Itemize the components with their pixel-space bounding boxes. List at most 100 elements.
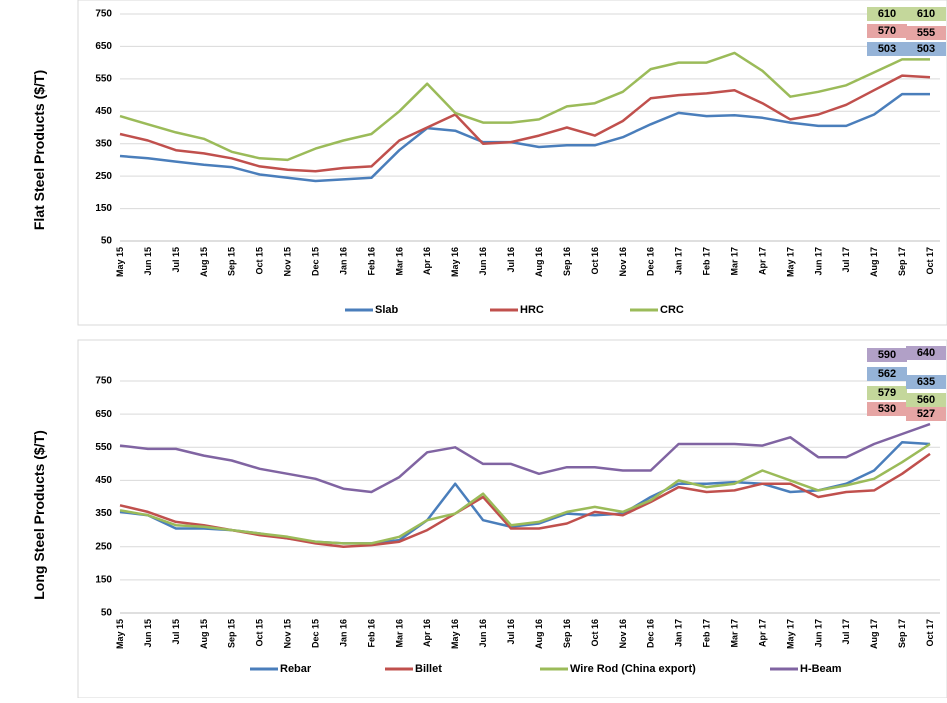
x-tick-label: May 16 <box>450 619 460 649</box>
annotation-label: 640 <box>917 347 935 359</box>
x-tick-label: Mar 17 <box>729 619 739 648</box>
series-line <box>119 92 930 183</box>
x-tick-label: Aug 15 <box>199 247 209 277</box>
chart-panel: Flat Steel Products ($/T) 50 150 250 350 450 5… <box>31 0 947 326</box>
x-tick-label: Nov 15 <box>283 247 293 277</box>
y-tick-label: 50 <box>101 236 113 247</box>
x-tick-label: Jun 17 <box>813 619 823 648</box>
x-tick-label: Dec 15 <box>311 619 321 648</box>
x-tick-label: Jan 17 <box>674 247 684 275</box>
legend-label: Billet <box>415 663 442 675</box>
annotation-box <box>906 375 946 389</box>
annotation-box <box>867 42 907 56</box>
x-tick-label: Jun 17 <box>813 247 823 276</box>
x-tick-label: Aug 15 <box>199 619 209 649</box>
annotation-label: 610 <box>878 8 896 20</box>
y-axis-title: Long Steel Products ($/T) <box>31 430 47 600</box>
annotation-box <box>906 346 946 360</box>
y-tick-label: 750 <box>95 376 112 387</box>
x-tick-label: Mar 16 <box>394 619 404 648</box>
x-tick-label: Jul 15 <box>171 247 181 273</box>
x-tick-label: Oct 16 <box>590 247 600 275</box>
legend-label: HRC <box>520 304 544 316</box>
x-tick-label: Mar 17 <box>729 247 739 276</box>
y-tick-label: 250 <box>95 171 112 182</box>
x-tick-label: Jul 16 <box>506 247 516 273</box>
legend-label: Wire Rod (China export) <box>570 663 696 675</box>
y-tick-label: 350 <box>95 138 112 149</box>
y-tick-label: 250 <box>95 541 112 552</box>
x-tick-label: Nov 16 <box>618 619 628 649</box>
y-tick-label: 450 <box>95 106 112 117</box>
x-tick-label: Nov 15 <box>283 619 293 649</box>
series-line <box>119 452 931 548</box>
annotation-box <box>867 348 907 362</box>
x-tick-label: May 17 <box>785 247 795 277</box>
annotation-label: 527 <box>917 408 935 420</box>
x-tick-label: Jun 16 <box>478 247 488 276</box>
x-tick-label: Jul 15 <box>171 619 181 645</box>
legend-label: Rebar <box>280 663 312 675</box>
x-tick-label: May 15 <box>115 619 125 649</box>
legend-label: Slab <box>375 304 399 316</box>
y-axis-title: Flat Steel Products ($/T) <box>31 70 47 230</box>
y-tick-label: 50 <box>101 608 113 619</box>
annotation-box <box>906 42 946 56</box>
annotation-box <box>867 402 907 416</box>
y-tick-label: 750 <box>95 9 112 20</box>
annotation-label: 610 <box>917 8 935 20</box>
annotation-label: 562 <box>878 368 896 380</box>
x-tick-label: Feb 17 <box>702 247 712 276</box>
x-tick-label: Jan 16 <box>338 619 348 647</box>
annotation-box <box>867 386 907 400</box>
annotation-label: 590 <box>878 349 896 361</box>
series-line <box>119 442 931 545</box>
panel-frame <box>77 339 947 699</box>
x-tick-label: Aug 16 <box>534 247 544 277</box>
series-line <box>119 74 931 173</box>
annotation-label: 503 <box>878 43 896 55</box>
x-tick-label: Nov 16 <box>618 247 628 277</box>
x-tick-label: Feb 16 <box>366 247 376 276</box>
x-tick-label: Oct 17 <box>925 247 935 275</box>
x-tick-label: Apr 16 <box>422 619 432 647</box>
x-tick-label: Oct 17 <box>925 619 935 647</box>
annotation-box <box>906 7 946 21</box>
x-tick-label: Jul 16 <box>506 619 516 645</box>
x-tick-label: Oct 15 <box>255 619 265 647</box>
x-tick-label: Mar 16 <box>394 247 404 276</box>
x-tick-label: May 16 <box>450 247 460 277</box>
y-tick-label: 450 <box>95 475 112 486</box>
chart-panel: Long Steel Products ($/T) 50 150 250 350 450 5… <box>31 339 947 699</box>
panel-frame <box>77 0 947 326</box>
annotation-label: 579 <box>878 387 896 399</box>
annotation-box <box>867 367 907 381</box>
y-tick-label: 150 <box>95 574 112 585</box>
x-tick-label: Apr 17 <box>757 619 767 647</box>
x-tick-label: May 15 <box>115 247 125 277</box>
x-tick-label: Jan 16 <box>338 247 348 275</box>
x-tick-label: Oct 15 <box>255 247 265 275</box>
x-tick-label: Jul 17 <box>841 619 851 645</box>
annotation-label: 530 <box>878 403 896 415</box>
x-tick-label: Dec 15 <box>311 247 321 276</box>
annotation-box <box>906 407 946 421</box>
legend-label: CRC <box>660 304 684 316</box>
x-tick-label: Apr 16 <box>422 247 432 275</box>
annotation-label: 503 <box>917 43 935 55</box>
x-tick-label: Sep 16 <box>562 247 572 276</box>
legend-label: H-Beam <box>800 663 842 675</box>
y-tick-label: 550 <box>95 73 112 84</box>
x-tick-label: Sep 16 <box>562 619 572 648</box>
x-tick-label: Aug 17 <box>869 247 879 277</box>
x-tick-label: Sep 15 <box>227 247 237 276</box>
x-tick-label: Jul 17 <box>841 247 851 273</box>
series-line <box>119 51 930 162</box>
series-line <box>119 422 931 494</box>
annotation-label: 560 <box>917 394 935 406</box>
x-tick-label: Aug 17 <box>869 619 879 649</box>
x-tick-label: Apr 17 <box>757 247 767 275</box>
x-tick-label: Dec 16 <box>646 619 656 648</box>
x-tick-label: Feb 17 <box>702 619 712 648</box>
